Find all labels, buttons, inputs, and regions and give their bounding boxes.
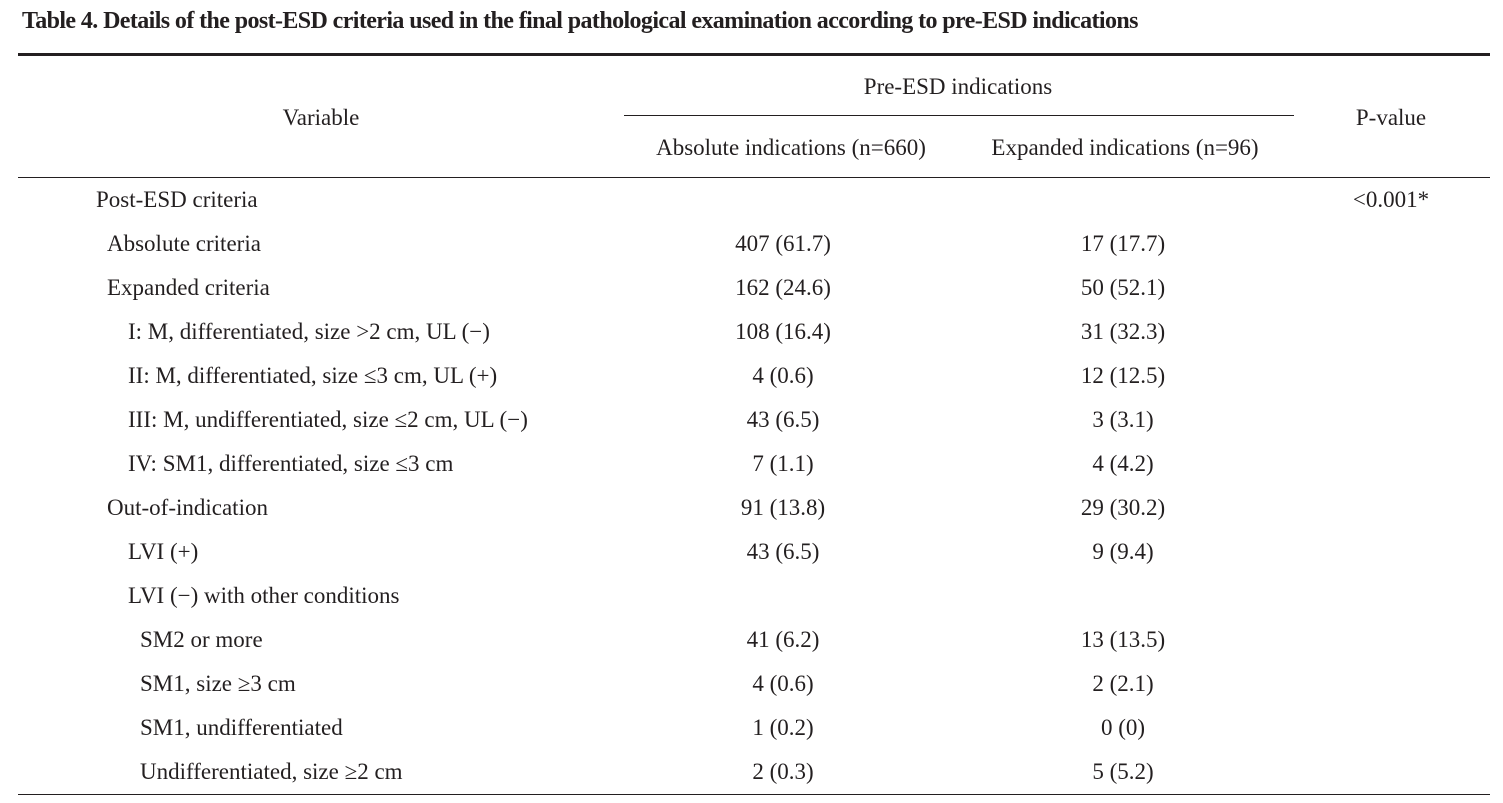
expanded-indications-value: 9 (9.4) xyxy=(1092,539,1154,564)
table-row: Absolute criteria 407 (61.7) 17 (17.7) xyxy=(0,222,1503,266)
table-row: IV: SM1, differentiated, size ≤3 cm 7 (1.… xyxy=(0,442,1503,486)
table-row: Post-ESD criteria <0.001* xyxy=(0,178,1503,222)
table-row: SM2 or more 41 (6.2) 13 (13.5) xyxy=(0,618,1503,662)
row-label: III: M, undifferentiated, size ≤2 cm, UL… xyxy=(128,407,528,432)
table-caption: Table 4. Details of the post-ESD criteri… xyxy=(22,8,1138,34)
table-row: I: M, differentiated, size >2 cm, UL (−)… xyxy=(0,310,1503,354)
absolute-indications-value: 1 (0.2) xyxy=(752,715,814,740)
expanded-indications-value: 2 (2.1) xyxy=(1092,671,1154,696)
expanded-indications-value: 4 (4.2) xyxy=(1092,451,1154,476)
table-row: III: M, undifferentiated, size ≤2 cm, UL… xyxy=(0,398,1503,442)
expanded-indications-value: 12 (12.5) xyxy=(1080,363,1166,388)
header-variable: Variable xyxy=(282,105,360,130)
absolute-indications-value: 2 (0.3) xyxy=(752,759,814,784)
row-label: SM1, size ≥3 cm xyxy=(140,671,296,696)
expanded-indications-value: 50 (52.1) xyxy=(1080,275,1166,300)
row-label: Post-ESD criteria xyxy=(96,187,258,212)
row-label: II: M, differentiated, size ≤3 cm, UL (+… xyxy=(128,363,498,388)
table-row: LVI (−) with other conditions xyxy=(0,574,1503,618)
table-row: Expanded criteria 162 (24.6) 50 (52.1) xyxy=(0,266,1503,310)
table-row: Undifferentiated, size ≥2 cm 2 (0.3) 5 (5.… xyxy=(0,750,1503,794)
absolute-indications-value: 4 (0.6) xyxy=(752,671,814,696)
absolute-indications-value: 41 (6.2) xyxy=(746,627,820,652)
absolute-indications-value: 162 (24.6) xyxy=(735,275,831,300)
expanded-indications-value: 3 (3.1) xyxy=(1092,407,1154,432)
absolute-indications-value: 407 (61.7) xyxy=(735,231,831,256)
absolute-indications-value: 4 (0.6) xyxy=(752,363,814,388)
expanded-indications-value: 13 (13.5) xyxy=(1080,627,1166,652)
header-p-value: P-value xyxy=(1355,105,1427,130)
row-label: Expanded criteria xyxy=(107,275,270,300)
row-label: Undifferentiated, size ≥2 cm xyxy=(140,759,403,784)
row-label: LVI (−) with other conditions xyxy=(128,583,400,608)
row-label: Out-of-indication xyxy=(107,495,268,520)
absolute-indications-value: 43 (6.5) xyxy=(746,539,820,564)
table-row: LVI (+) 43 (6.5) 9 (9.4) xyxy=(0,530,1503,574)
row-label: I: M, differentiated, size >2 cm, UL (−) xyxy=(128,319,490,344)
header-expanded-indications: Expanded indications (n=96) xyxy=(991,135,1259,160)
header-absolute-indications: Absolute indications (n=660) xyxy=(656,135,926,160)
row-label: IV: SM1, differentiated, size ≤3 cm xyxy=(128,451,454,476)
row-label: SM1, undifferentiated xyxy=(140,715,343,740)
absolute-indications-value: 108 (16.4) xyxy=(735,319,831,344)
absolute-indications-value: 7 (1.1) xyxy=(752,451,814,476)
expanded-indications-value: 31 (32.3) xyxy=(1080,319,1166,344)
table-row: Out-of-indication 91 (13.8) 29 (30.2) xyxy=(0,486,1503,530)
row-label: LVI (+) xyxy=(128,539,199,564)
table-row: II: M, differentiated, size ≤3 cm, UL (+… xyxy=(0,354,1503,398)
expanded-indications-value: 5 (5.2) xyxy=(1092,759,1154,784)
expanded-indications-value: 29 (30.2) xyxy=(1080,495,1166,520)
row-label: Absolute criteria xyxy=(107,231,261,256)
table-row: SM1, undifferentiated 1 (0.2) 0 (0) xyxy=(0,706,1503,750)
header-group-rule xyxy=(624,115,1294,116)
expanded-indications-value: 0 (0) xyxy=(1100,715,1146,740)
bottom-rule xyxy=(18,794,1490,795)
header-rule xyxy=(18,177,1490,178)
expanded-indications-value: 17 (17.7) xyxy=(1080,231,1166,256)
p-value: <0.001* xyxy=(1352,187,1430,212)
table-row: SM1, size ≥3 cm 4 (0.6) 2 (2.1) xyxy=(0,662,1503,706)
top-rule xyxy=(18,53,1490,56)
absolute-indications-value: 91 (13.8) xyxy=(740,495,826,520)
row-label: SM2 or more xyxy=(140,627,263,652)
header-pre-esd-indications: Pre-ESD indications xyxy=(863,74,1053,99)
absolute-indications-value: 43 (6.5) xyxy=(746,407,820,432)
